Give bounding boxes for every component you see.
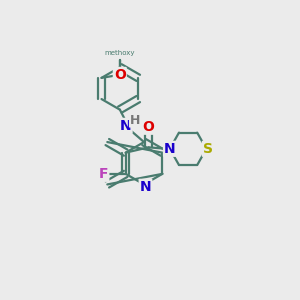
Text: S: S <box>203 142 213 156</box>
Text: N: N <box>120 119 132 133</box>
Text: O: O <box>114 68 126 82</box>
Text: F: F <box>99 167 108 181</box>
Text: methoxy: methoxy <box>104 50 135 56</box>
Text: H: H <box>129 114 140 127</box>
Text: N: N <box>164 142 176 156</box>
Text: O: O <box>143 120 154 134</box>
Text: N: N <box>140 180 151 194</box>
